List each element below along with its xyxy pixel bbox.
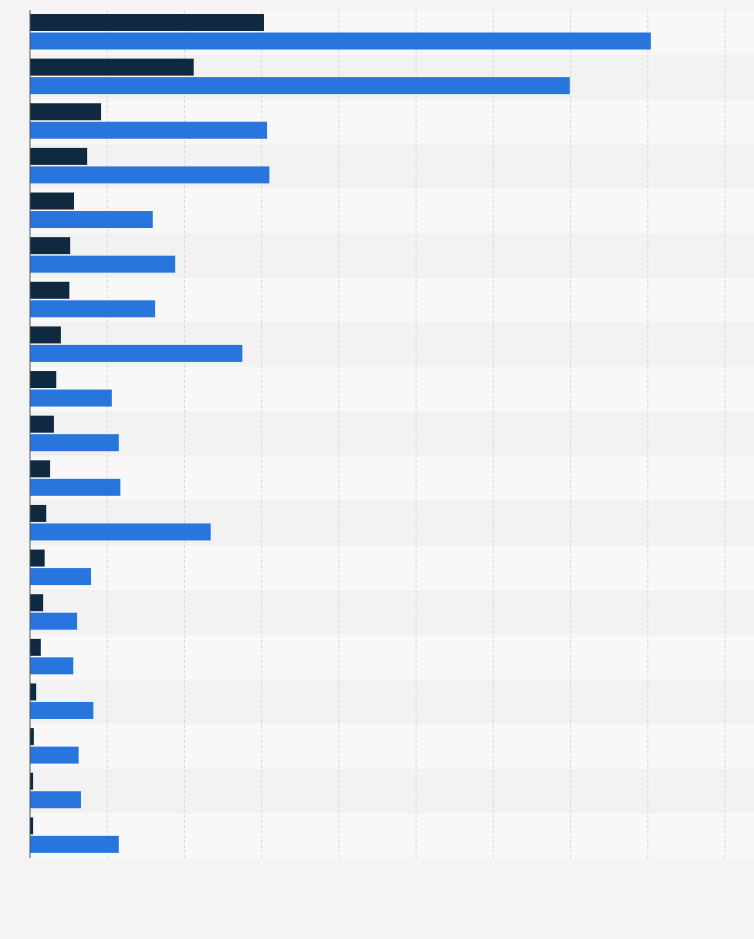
bar-series-1 bbox=[30, 371, 57, 389]
bar-series-2 bbox=[30, 746, 79, 764]
bar-series-1 bbox=[30, 638, 41, 656]
bar-series-2 bbox=[30, 121, 268, 139]
bar-series-1 bbox=[30, 504, 47, 522]
bar-series-2 bbox=[30, 344, 243, 362]
bar-series-2 bbox=[30, 434, 119, 452]
row-band bbox=[30, 590, 754, 635]
bar-series-2 bbox=[30, 657, 74, 675]
bar-series-1 bbox=[30, 58, 194, 76]
row-band bbox=[30, 813, 754, 858]
row-band bbox=[30, 545, 754, 591]
bar-series-1 bbox=[30, 817, 34, 835]
bar-series-1 bbox=[30, 728, 34, 746]
bar-series-2 bbox=[30, 211, 153, 229]
bar-series-2 bbox=[30, 612, 78, 630]
bar-series-1 bbox=[30, 683, 37, 701]
bar-series-2 bbox=[30, 791, 81, 809]
bar-series-1 bbox=[30, 192, 75, 210]
bar-series-2 bbox=[30, 255, 176, 273]
bar-series-2 bbox=[30, 478, 121, 496]
bar-series-1 bbox=[30, 14, 264, 31]
bar-series-1 bbox=[30, 549, 45, 567]
bar-series-2 bbox=[30, 300, 156, 318]
row-band bbox=[30, 679, 754, 725]
bar-series-2 bbox=[30, 166, 270, 184]
row-band bbox=[30, 768, 754, 814]
bar-series-1 bbox=[30, 103, 102, 121]
row-band bbox=[30, 456, 754, 501]
bar-series-1 bbox=[30, 594, 44, 612]
bar-series-1 bbox=[30, 237, 71, 255]
bar-series-1 bbox=[30, 460, 51, 478]
row-band bbox=[30, 724, 754, 769]
bar-series-2 bbox=[30, 32, 651, 50]
bar-series-2 bbox=[30, 77, 570, 95]
bar-series-1 bbox=[30, 326, 61, 344]
bar-series-2 bbox=[30, 701, 94, 719]
bar-series-1 bbox=[30, 772, 34, 790]
bar-series-1 bbox=[30, 281, 70, 299]
row-band bbox=[30, 367, 754, 412]
row-band bbox=[30, 411, 754, 457]
bar-series-2 bbox=[30, 523, 211, 541]
bar-series-2 bbox=[30, 389, 112, 407]
bar-series-1 bbox=[30, 147, 88, 165]
bar-series-2 bbox=[30, 835, 119, 853]
bar-series-2 bbox=[30, 568, 92, 586]
bar-series-1 bbox=[30, 415, 54, 433]
row-band bbox=[30, 634, 754, 680]
